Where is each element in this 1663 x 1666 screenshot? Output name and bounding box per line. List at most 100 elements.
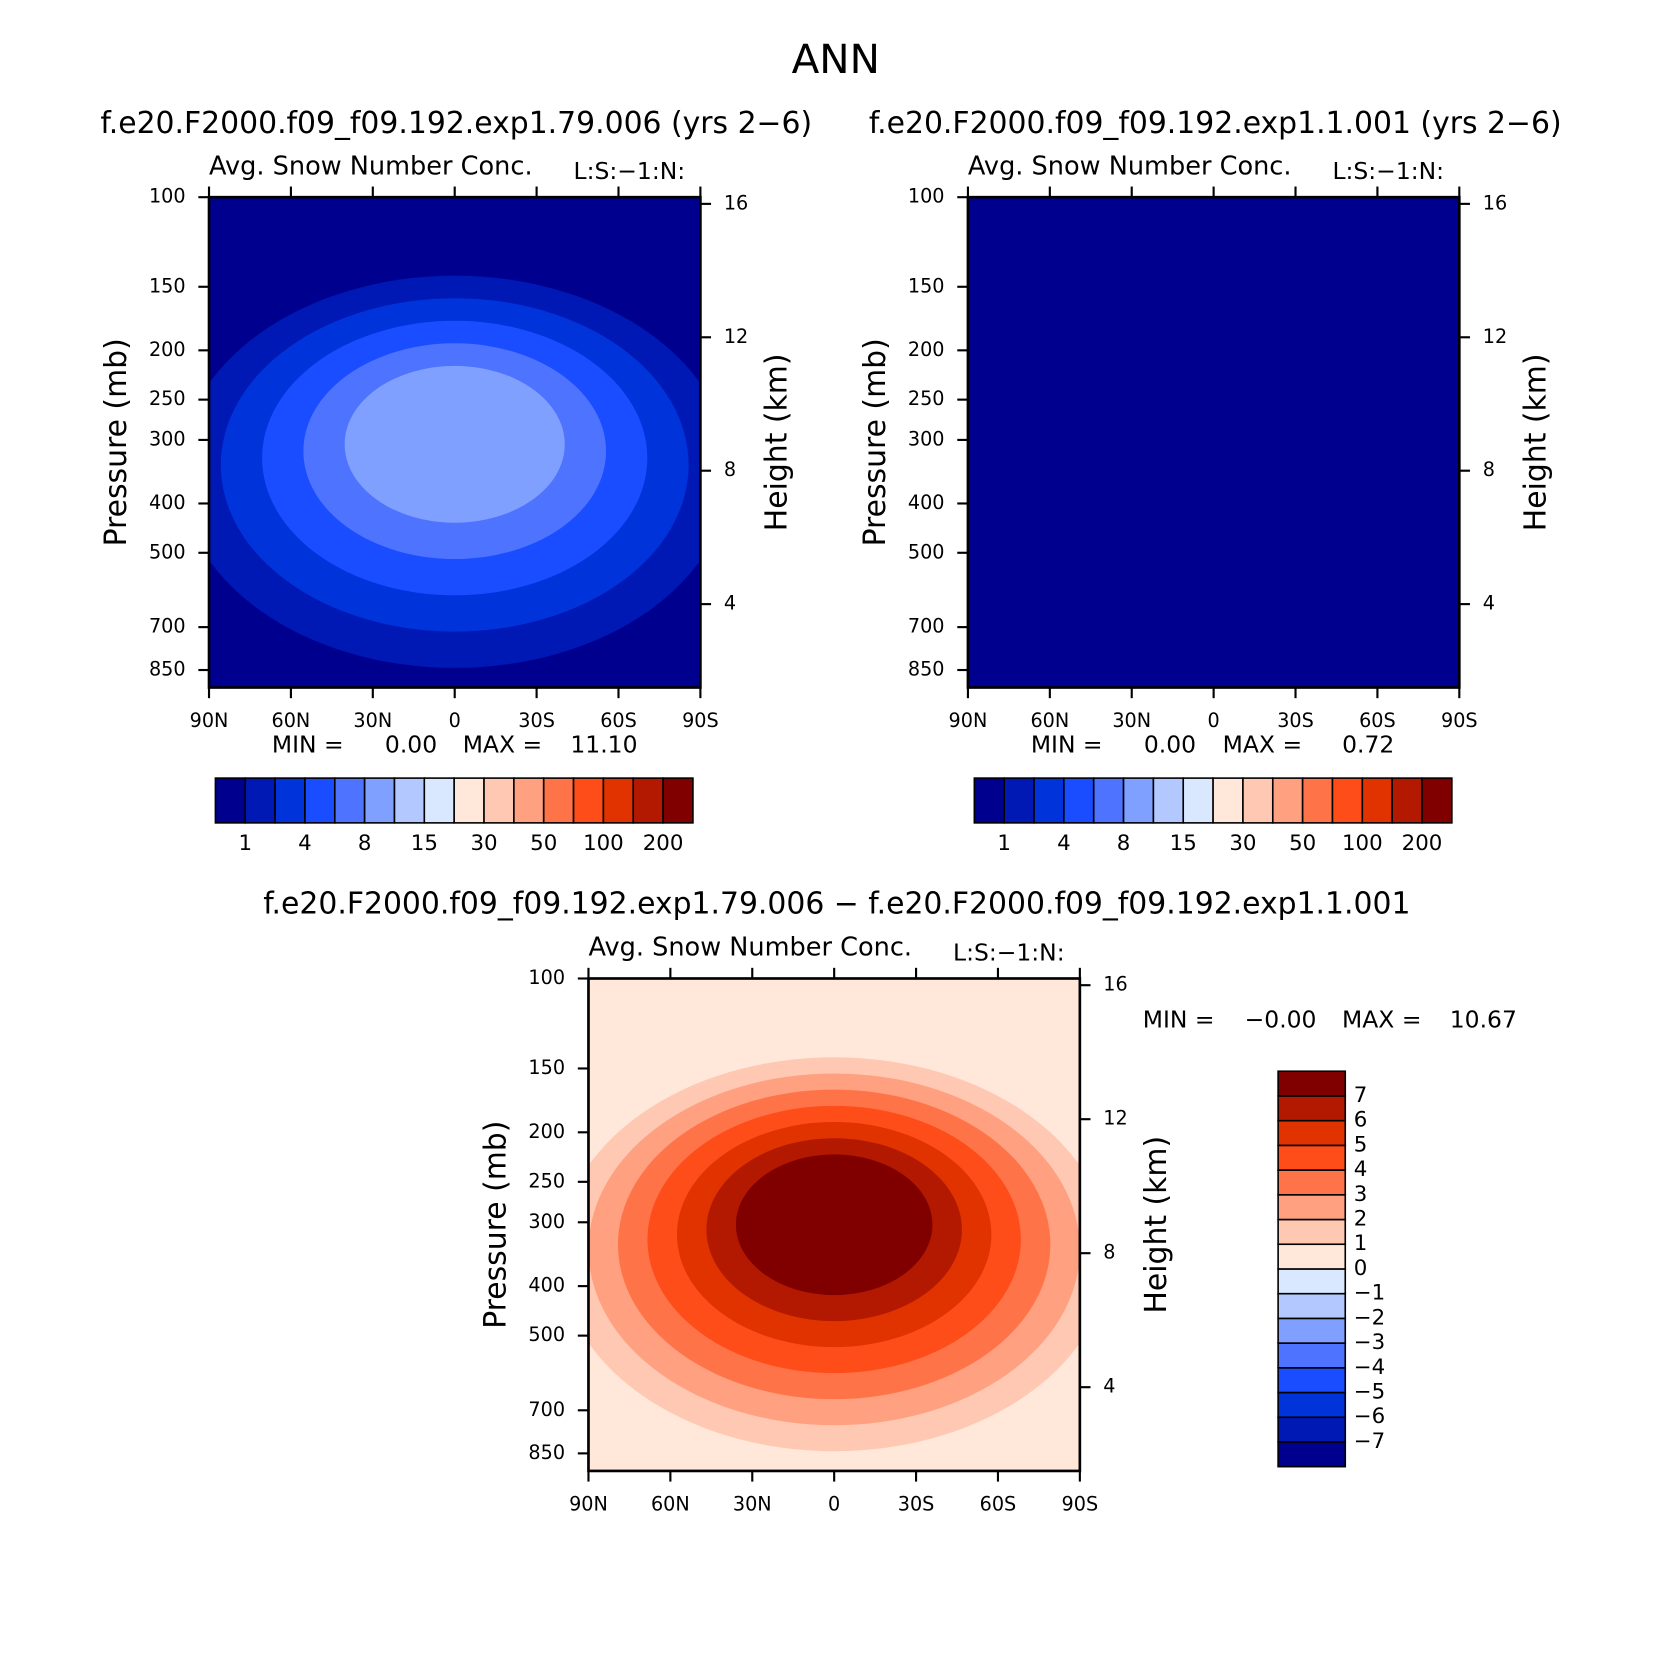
colorbar-label: 8 [1117,831,1131,856]
x-tick-label: 90N [190,709,229,732]
colorbar-box [1277,1218,1347,1246]
x-tick-label: 0 [1208,709,1220,732]
colorbar-label: 3 [1354,1182,1368,1207]
y-tick-label: 700 [149,615,186,638]
colorbar-label: 7 [1354,1083,1368,1108]
colorbar-label: 50 [1289,831,1316,856]
x-tick-label: 30S [898,1493,935,1516]
contour-field [967,197,1460,688]
colorbar-label: −3 [1354,1330,1385,1355]
panel-subtitle: Avg. Snow Number Conc. [968,151,1292,181]
x-tick-label: 60S [600,709,637,732]
colorbar-label: −4 [1354,1355,1385,1380]
colorbar-box [1182,777,1214,824]
max-value: 10.67 [1450,1006,1517,1034]
x-tick-label: 90S [1441,709,1478,732]
colorbar-box [304,777,336,824]
colorbar-box [1277,1169,1347,1196]
max-value: 0.72 [1342,731,1394,759]
colorbar-box [333,777,366,824]
y-tick-label: 850 [528,1441,565,1464]
y-tick-label: 200 [908,338,945,361]
panel-annotation: L:S:−1:N: [953,938,1065,966]
colorbar-box [1277,1144,1347,1171]
y-tick-label: 100 [149,185,186,208]
colorbar-label: 6 [1354,1108,1368,1133]
colorbar-box [483,777,515,824]
y-tick-label: 300 [528,1210,565,1233]
x-tick-label: 90N [949,709,988,732]
min-label: MIN = [272,731,344,759]
colorbar-box [1277,1292,1347,1320]
colorbar-box [1092,777,1125,824]
contour-field [209,197,701,688]
min-label: MIN = [1031,731,1103,759]
y2-axis-label: Height (km) [760,354,795,532]
y-tick-label: 100 [908,185,945,208]
y-tick-label: 500 [908,540,945,563]
max-label: MAX = [1342,1006,1421,1034]
x-tick-label: 60N [651,1493,690,1516]
max-value: 11.10 [570,731,637,759]
colorbar-box [632,777,664,824]
colorbar-box [1277,1342,1347,1369]
y-tick-label: 150 [528,1056,565,1079]
colorbar-box [1277,1070,1347,1097]
colorbar-label: 8 [358,831,372,856]
colorbar-box [453,777,485,824]
y-axis-label: Pressure (mb) [858,338,893,546]
colorbar-box [1277,1416,1347,1443]
y-tick-label: 400 [528,1274,565,1297]
y2-tick-label: 16 [1483,191,1507,214]
colorbar-box [1271,777,1304,824]
colorbar-box [1331,777,1364,824]
y-tick-label: 100 [528,966,565,989]
colorbar-box [572,777,605,824]
panel-annotation: L:S:−1:N: [574,157,686,185]
colorbar-box [602,777,635,824]
max-label: MAX = [1223,731,1302,759]
y-tick-label: 150 [149,274,186,297]
colorbar-label: 30 [1229,831,1256,856]
colorbar-box [513,777,545,824]
y-tick-label: 400 [149,491,186,514]
colorbar-label: 100 [583,831,624,856]
y-tick-label: 700 [528,1398,565,1421]
colorbar-box [1277,1317,1347,1344]
x-tick-label: 60N [272,709,311,732]
panel-title: f.e20.F2000.f09_f09.192.exp1.79.006 − f.… [263,886,1410,921]
y2-tick-label: 8 [1103,1241,1115,1264]
y-axis-label: Pressure (mb) [99,338,134,546]
colorbar-label: 4 [1057,831,1071,856]
y-tick-label: 400 [908,491,945,514]
colorbar-box [1277,1367,1347,1394]
colorbar-box [1063,777,1095,824]
colorbar-label: 15 [411,831,438,856]
y2-tick-label: 8 [724,458,736,481]
colorbar-box [1277,1391,1347,1419]
y-tick-label: 700 [908,615,945,638]
colorbar-label: 4 [1354,1157,1368,1182]
y2-tick-label: 12 [1103,1107,1127,1130]
colorbar-box [662,777,694,824]
min-label: MIN = [1143,1006,1215,1034]
min-value: 0.00 [385,731,437,759]
colorbar-box [244,777,276,824]
y-tick-label: 200 [149,338,186,361]
colorbar-box [1277,1194,1347,1221]
x-tick-label: 90N [569,1493,608,1516]
colorbar-box [214,777,247,824]
colorbar-box [1277,1119,1347,1147]
colorbar-label: 4 [298,831,312,856]
y-tick-label: 300 [149,427,186,450]
colorbar-box [393,777,426,824]
min-value: 0.00 [1144,731,1196,759]
colorbar-box [1122,777,1155,824]
colorbar-label: 100 [1342,831,1383,856]
y-tick-label: 250 [149,387,186,410]
colorbar-box [1421,777,1453,824]
y-tick-label: 850 [149,658,186,681]
y2-tick-label: 16 [724,191,748,214]
y-tick-label: 500 [528,1323,565,1346]
